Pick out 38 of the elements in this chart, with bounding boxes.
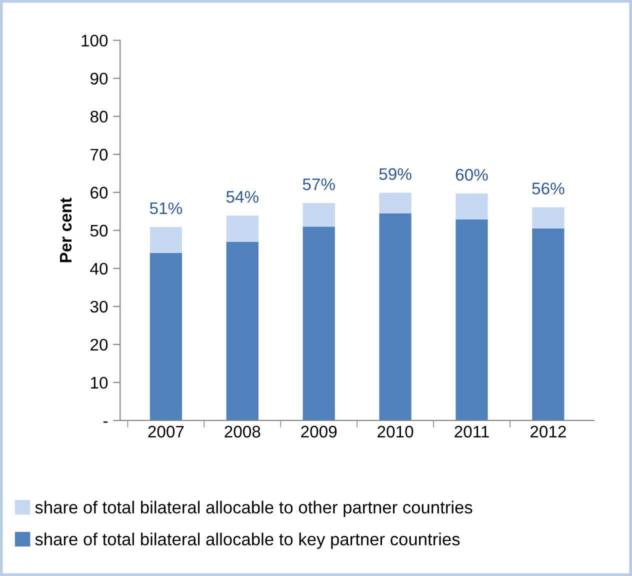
y-tick-label: 20 [90,338,108,351]
y-axis-title: Per cent [60,198,72,262]
total-label: 51% [150,202,182,214]
bar [302,226,335,420]
y-tick-label: 90 [90,72,108,85]
y-tick-label: 60 [90,186,108,199]
bar [456,219,488,420]
x-tick-label: 2012 [530,426,566,438]
bar [532,228,564,420]
y-tick-label: 50 [90,224,108,237]
bar [226,216,258,242]
x-tick-label: 2010 [378,426,414,438]
y-tick-label: 100 [82,34,108,47]
y-tick-label: - [103,421,108,423]
bar [456,194,488,220]
x-tick-label: 2008 [224,426,260,438]
bar [150,252,182,420]
y-tick-label: 10 [91,376,108,389]
bar [226,242,258,420]
bar [379,213,412,420]
x-tick-label: 2007 [148,426,184,438]
total-label: 56% [532,182,564,194]
legend-label: share of total bilateral allocable to key partner countries [35,532,460,549]
bar [150,226,182,253]
y-tick-label: 40 [90,262,108,275]
x-tick-label: 2009 [301,426,337,438]
x-tick-label: 2011 [454,426,489,438]
total-label: 60% [456,168,488,181]
total-label: 54% [226,191,258,203]
y-tick-label: 30 [90,300,108,313]
bar [302,203,335,227]
legend-label: share of total bilateral allocable to other partner countries [35,500,472,517]
y-tick-label: 70 [90,148,108,161]
bar [532,207,564,228]
y-tick-label: 80 [90,110,108,123]
total-label: 59% [379,168,412,180]
total-label: 57% [302,178,335,190]
bar [379,192,412,214]
